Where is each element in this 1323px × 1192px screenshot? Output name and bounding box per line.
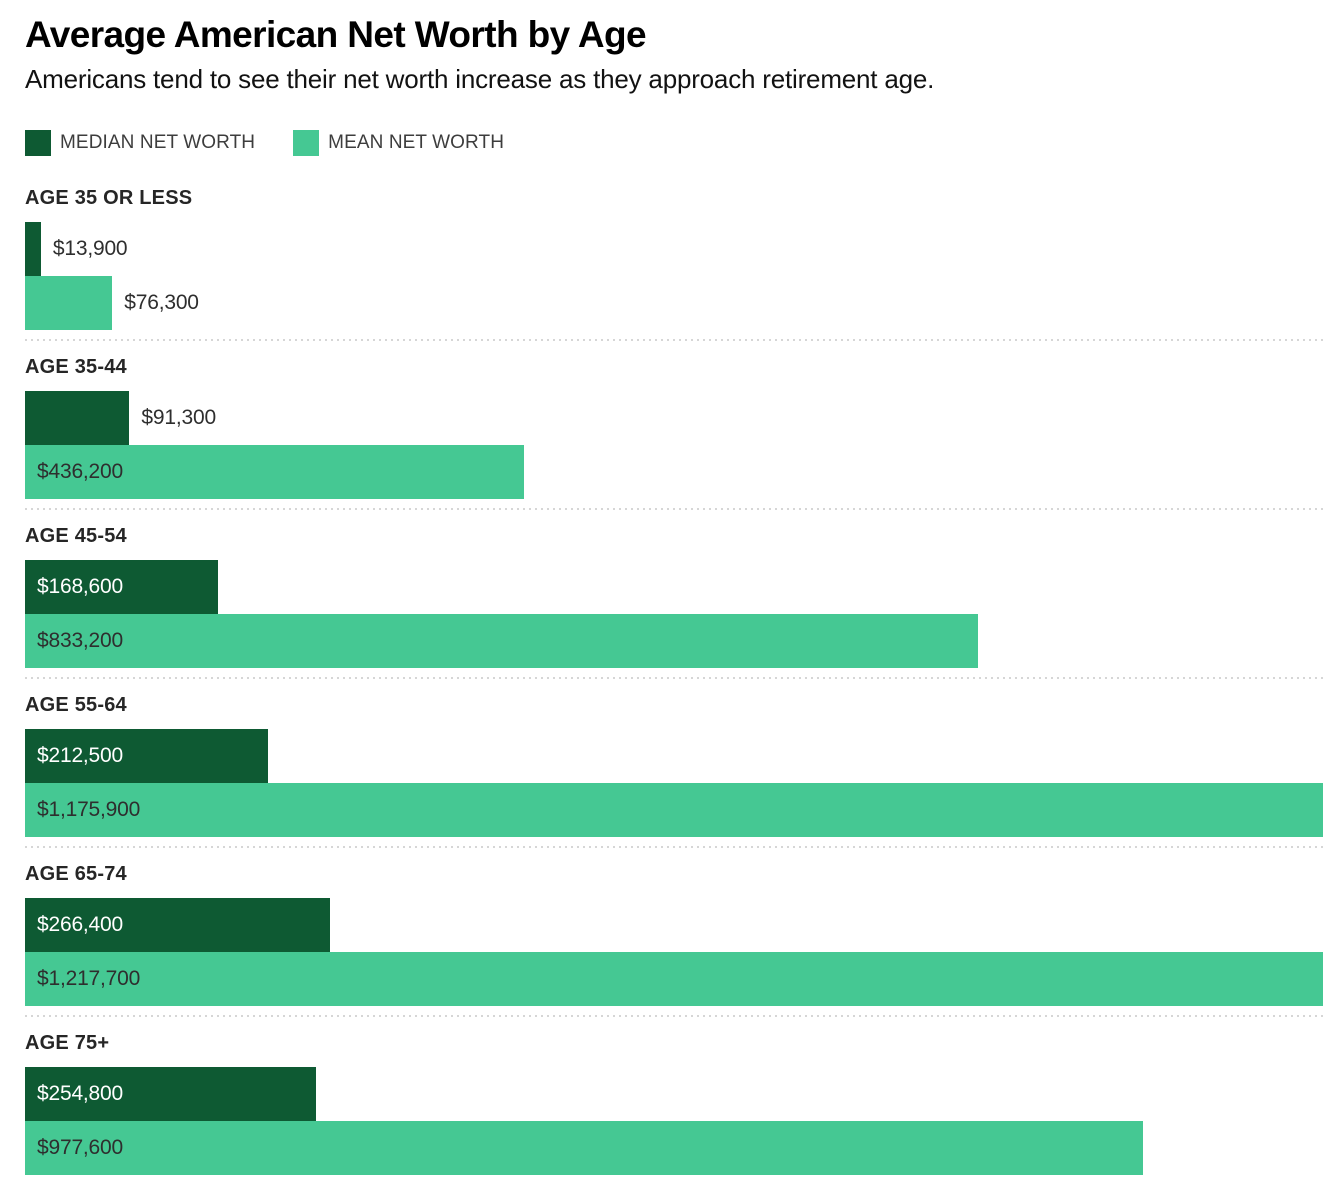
median-bar: $254,800 bbox=[25, 1066, 317, 1121]
age-group-bars: $266,400 $1,217,700 bbox=[25, 897, 1323, 1006]
bar-row: $168,600 bbox=[25, 559, 1323, 614]
legend-item-median: MEDIAN NET WORTH bbox=[25, 129, 256, 156]
group-separator bbox=[25, 338, 1323, 341]
bar-row: $1,175,900 bbox=[25, 782, 1323, 837]
age-group-bars: $13,900 $76,300 bbox=[25, 221, 1323, 330]
mean-bar: $833,200 bbox=[25, 613, 979, 668]
age-group-label: AGE 35 OR LESS bbox=[25, 186, 193, 209]
group-separator bbox=[25, 676, 1323, 679]
bar-value-label: $168,600 bbox=[37, 574, 123, 598]
legend-label-mean: MEAN NET WORTH bbox=[328, 131, 505, 153]
bar-groups: AGE 35 OR LESS $13,900 $76,300 AGE 35-44… bbox=[25, 187, 1323, 1175]
chart-title: Average American Net Worth by Age bbox=[25, 14, 647, 55]
legend-item-mean: MEAN NET WORTH bbox=[293, 129, 505, 156]
age-group: AGE 75+ $254,800 $977,600 bbox=[25, 1014, 1323, 1175]
group-separator bbox=[25, 1014, 1323, 1017]
age-group-label: AGE 35-44 bbox=[25, 355, 127, 378]
bar-value-label: $833,200 bbox=[37, 628, 123, 652]
bar-value-label: $13,900 bbox=[52, 236, 128, 260]
legend: MEDIAN NET WORTH MEAN NET WORTH bbox=[25, 129, 1323, 156]
bar-value-label: $977,600 bbox=[37, 1135, 123, 1159]
age-group-label: AGE 45-54 bbox=[25, 524, 127, 547]
median-swatch-icon bbox=[25, 129, 51, 156]
median-bar bbox=[25, 390, 130, 445]
bar-row: $1,217,700 bbox=[25, 951, 1323, 1006]
bar-value-label: $1,175,900 bbox=[37, 797, 141, 821]
bar-row: $436,200 bbox=[25, 444, 1323, 499]
chart-subtitle: Americans tend to see their net worth in… bbox=[25, 63, 935, 94]
bar-row: $266,400 bbox=[25, 897, 1323, 952]
bar-row: $212,500 bbox=[25, 728, 1323, 783]
bar-row: $833,200 bbox=[25, 613, 1323, 668]
bar-row: $91,300 bbox=[25, 390, 1323, 445]
age-group-bars: $91,300 $436,200 bbox=[25, 390, 1323, 499]
median-bar: $212,500 bbox=[25, 728, 269, 783]
bar-value-label: $76,300 bbox=[124, 290, 199, 314]
age-group-bars: $212,500 $1,175,900 bbox=[25, 728, 1323, 837]
age-group-label: AGE 55-64 bbox=[25, 693, 127, 716]
bar-value-label: $212,500 bbox=[37, 743, 123, 767]
bar-value-label: $1,217,700 bbox=[37, 966, 141, 990]
age-group-bars: $254,800 $977,600 bbox=[25, 1066, 1323, 1175]
age-group: AGE 35-44 $91,300 $436,200 bbox=[25, 338, 1323, 499]
age-group-label: AGE 75+ bbox=[25, 1031, 110, 1054]
bar-value-label: $254,800 bbox=[37, 1081, 123, 1105]
bar-value-label: $266,400 bbox=[37, 912, 123, 936]
bar-value-label: $436,200 bbox=[37, 459, 123, 483]
bar-value-label: $91,300 bbox=[141, 405, 216, 429]
mean-bar: $977,600 bbox=[25, 1120, 1144, 1175]
median-bar bbox=[25, 221, 41, 276]
bar-row: $13,900 bbox=[25, 221, 1323, 276]
bar-row: $254,800 bbox=[25, 1066, 1323, 1121]
age-group: AGE 55-64 $212,500 $1,175,900 bbox=[25, 676, 1323, 837]
mean-swatch-icon bbox=[293, 129, 320, 156]
mean-bar: $1,175,900 bbox=[25, 782, 1323, 837]
group-separator bbox=[25, 507, 1323, 510]
age-group-bars: $168,600 $833,200 bbox=[25, 559, 1323, 668]
median-bar: $266,400 bbox=[25, 897, 330, 952]
median-bar: $168,600 bbox=[25, 559, 218, 614]
age-group: AGE 35 OR LESS $13,900 $76,300 bbox=[25, 187, 1323, 330]
mean-bar: $436,200 bbox=[25, 444, 524, 499]
age-group: AGE 45-54 $168,600 $833,200 bbox=[25, 507, 1323, 668]
bar-row: $76,300 bbox=[25, 275, 1323, 330]
group-separator bbox=[25, 845, 1323, 848]
bar-row: $977,600 bbox=[25, 1120, 1323, 1175]
legend-label-median: MEDIAN NET WORTH bbox=[60, 131, 256, 153]
mean-bar: $1,217,700 bbox=[25, 951, 1323, 1006]
mean-bar bbox=[25, 275, 113, 330]
age-group-label: AGE 65-74 bbox=[25, 862, 127, 885]
age-group: AGE 65-74 $266,400 $1,217,700 bbox=[25, 845, 1323, 1006]
